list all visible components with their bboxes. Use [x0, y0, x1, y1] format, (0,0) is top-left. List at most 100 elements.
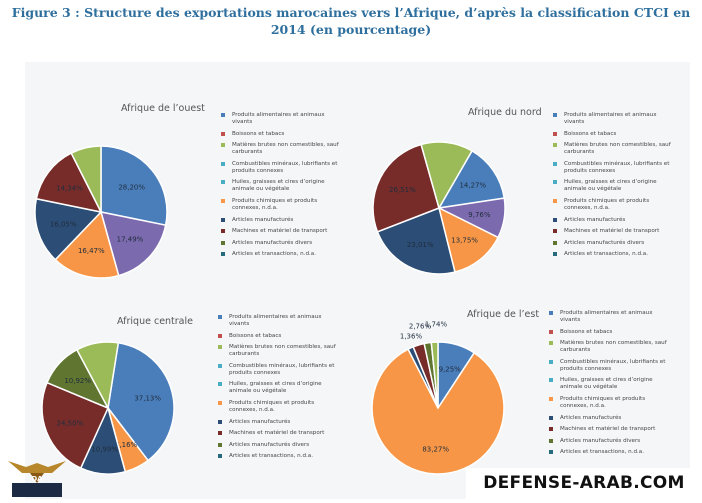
pie-slice	[35, 152, 103, 214]
legend-label: Huiles, graisses et cires d’origine anim…	[229, 381, 322, 395]
pie-slice-label: 17,49%	[117, 236, 144, 244]
legend-swatch	[549, 341, 553, 346]
legend-north: Produits alimentaires et animaux vivants…	[553, 112, 671, 263]
pie-title-north: Afrique du nord	[468, 107, 542, 118]
legend-item: Articles manufacturés divers	[549, 438, 667, 445]
pie-slice-label: 37,13%	[134, 395, 161, 403]
legend-item: Articles manufacturés	[218, 419, 336, 426]
legend-swatch	[549, 415, 553, 420]
legend-swatch	[221, 143, 225, 148]
legend-swatch	[549, 311, 553, 315]
legend-item: Huiles, graisses et cires d’origine anim…	[218, 381, 336, 395]
pie-slice-label: 6,16%	[115, 441, 138, 449]
legend-label: Articles manufacturés	[564, 216, 626, 223]
legend-label: Articles manufacturés divers	[564, 239, 645, 246]
legend-swatch	[549, 450, 553, 455]
pie-east: 9,25% 83,27% 1,36% 2,76%1,74%	[371, 321, 505, 475]
pie-slice	[34, 197, 103, 261]
legend-swatch	[549, 396, 553, 401]
legend-label: Articles et transactions, n.d.a.	[564, 251, 648, 258]
legend-label: Boissons et tabacs	[232, 130, 285, 137]
legend-item: Articles et transactions, n.d.a.	[221, 251, 339, 258]
pie-slice-label: 13,75%	[451, 236, 478, 244]
legend-item: Articles manufacturés divers	[221, 240, 339, 247]
legend-swatch	[218, 419, 222, 424]
legend-swatch	[549, 359, 553, 364]
legend-label: Articles et transactions, n.d.a.	[232, 251, 316, 258]
legend-label: Combustibles minéraux, lubrifiants et pr…	[564, 160, 670, 174]
pie-slice-label: 9,76%	[468, 211, 491, 219]
legend-swatch	[549, 329, 553, 334]
legend-item: Matières brutes non comestibles, sauf ca…	[553, 142, 671, 156]
legend-item: Combustibles minéraux, lubrifiants et pr…	[221, 161, 339, 175]
legend-item: Matières brutes non comestibles, sauf ca…	[221, 142, 339, 156]
legend-item: Huiles, graisses et cires d’origine anim…	[553, 179, 671, 193]
legend-item: Combustibles minéraux, lubrifiants et pr…	[549, 359, 667, 373]
legend-label: Combustibles minéraux, lubrifiants et pr…	[560, 358, 666, 372]
legend-label: Matières brutes non comestibles, sauf ca…	[564, 142, 671, 156]
legend-swatch	[218, 315, 222, 319]
legend-swatch	[218, 345, 222, 350]
legend-swatch	[553, 180, 557, 185]
pie-slice	[437, 149, 506, 209]
legend-item: Boissons et tabacs	[218, 333, 336, 340]
logo-text: DA	[31, 475, 43, 483]
eagle-logo-icon: DA	[8, 461, 66, 497]
pie-slice	[430, 341, 439, 409]
legend-swatch	[221, 161, 225, 166]
pie-title-west: Afrique de l’ouest	[121, 103, 205, 114]
legend-label: Huiles, graisses et cires d’origine anim…	[560, 377, 653, 391]
pie-title-central: Afrique centrale	[117, 316, 193, 327]
legend-swatch	[221, 217, 225, 222]
legend-item: Matières brutes non comestibles, sauf ca…	[549, 340, 667, 354]
legend-swatch	[553, 252, 557, 257]
legend-swatch	[553, 143, 557, 148]
legend-item: Produits chimiques et produits connexes,…	[218, 400, 336, 414]
legend-item: Boissons et tabacs	[553, 131, 671, 138]
legend-item: Boissons et tabacs	[549, 329, 667, 336]
legend-item: Produits chimiques et produits connexes,…	[221, 198, 339, 212]
legend-central: Produits alimentaires et animaux vivants…	[218, 314, 336, 465]
legend-item: Combustibles minéraux, lubrifiants et pr…	[218, 363, 336, 377]
legend-swatch	[218, 442, 222, 447]
legend-label: Matières brutes non comestibles, sauf ca…	[560, 340, 667, 354]
pie-slice-label: 83,27%	[422, 445, 449, 453]
legend-swatch	[553, 240, 557, 245]
pie-slice	[437, 206, 500, 273]
pie-slice-label: 14,27%	[459, 181, 486, 189]
pie-slice-label: 14,34%	[56, 185, 83, 193]
pie-slice	[54, 210, 120, 279]
legend-swatch	[221, 131, 225, 136]
legend-label: Articles manufacturés	[232, 216, 294, 223]
legend-label: Machines et matériel de transport	[232, 228, 328, 235]
legend-label: Huiles, graisses et cires d’origine anim…	[564, 179, 657, 193]
legend-label: Articles manufacturés	[560, 414, 622, 421]
legend-label: Produits alimentaires et animaux vivants	[229, 314, 322, 327]
figure-title-line-2: 2014 (en pourcentage)	[270, 22, 432, 37]
pie-slice	[99, 211, 167, 277]
legend-label: Produits chimiques et produits connexes,…	[229, 399, 315, 413]
legend-swatch	[218, 333, 222, 338]
pie-slice-label: 24,50%	[57, 420, 84, 428]
pie-slice-label: 10,99%	[91, 445, 118, 453]
legend-item: Produits alimentaires et animaux vivants	[218, 314, 336, 328]
legend-item: Articles manufacturés	[553, 217, 671, 224]
legend-label: Articles manufacturés	[229, 418, 291, 425]
watermark-logo: DA	[4, 453, 70, 499]
legend-label: Combustibles minéraux, lubrifiants et pr…	[229, 362, 335, 376]
legend-swatch	[218, 363, 222, 368]
pie-slice	[107, 341, 175, 462]
legend-label: Articles manufacturés divers	[560, 437, 641, 444]
pie-slice-label: 16,05%	[50, 220, 77, 228]
pie-slice-label: 9,25%	[439, 365, 462, 373]
legend-item: Huiles, graisses et cires d’origine anim…	[549, 377, 667, 391]
pie-slice-label: 2,76%	[409, 323, 432, 331]
legend-swatch	[218, 400, 222, 405]
legend-swatch	[218, 382, 222, 387]
legend-item: Combustibles minéraux, lubrifiants et pr…	[553, 161, 671, 175]
legend-swatch	[549, 378, 553, 383]
legend-label: Produits chimiques et produits connexes,…	[564, 197, 650, 211]
pie-slice-label: 28,20%	[118, 184, 145, 192]
legend-swatch	[549, 438, 553, 443]
legend-label: Machines et matériel de transport	[564, 228, 660, 235]
